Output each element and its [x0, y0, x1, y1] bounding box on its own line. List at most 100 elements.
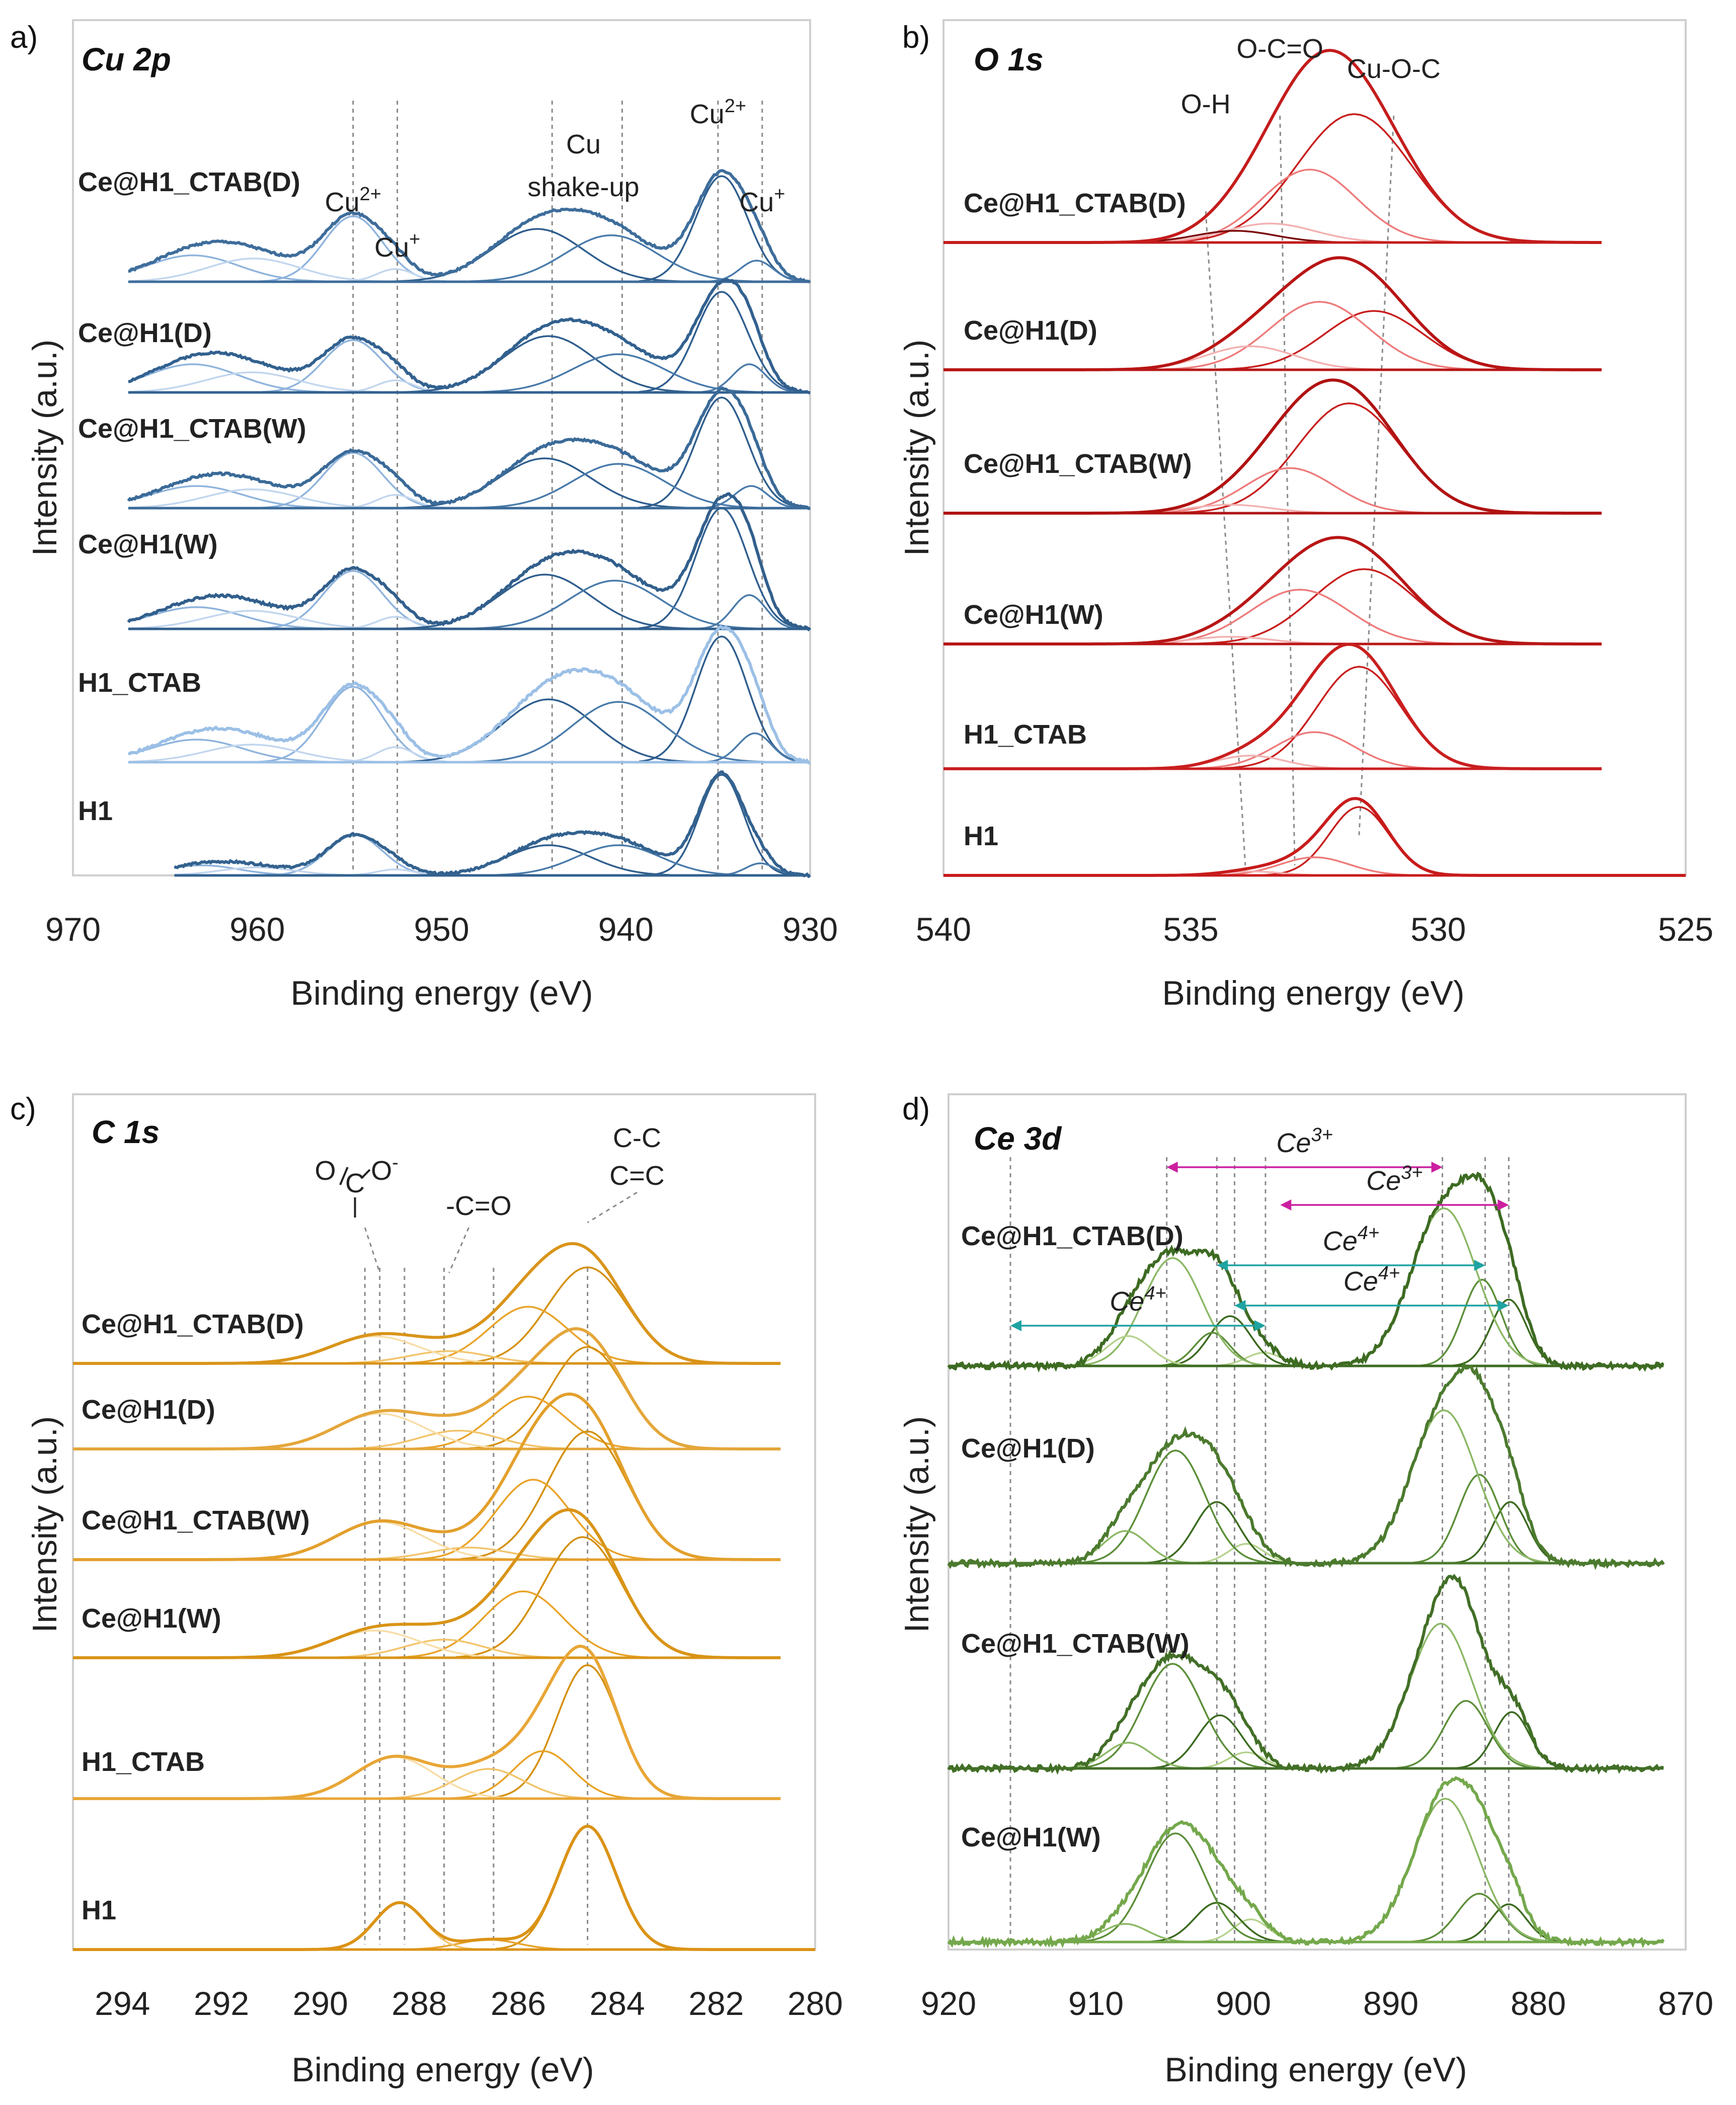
- panel-c-x-label: Binding energy (eV): [291, 2051, 594, 2089]
- panel-d-arrow-head-right-0: [1431, 1162, 1443, 1173]
- panel-a-component-1-0: [639, 291, 805, 393]
- panel-a-series-label-1: Ce@H1(D): [78, 318, 212, 348]
- panel-a-component-1-1: [696, 363, 803, 393]
- panel-d-component-3-5: [1081, 1832, 1270, 1942]
- panel-b-series-line-4: [943, 642, 1602, 770]
- panel-a-component-3-4: [397, 574, 692, 630]
- panel-a-component-4-1: [701, 732, 808, 763]
- panel-b-tick-530: 530: [1410, 911, 1466, 948]
- panel-a-component-1-2: [259, 339, 448, 393]
- panel-b-tick-525: 525: [1658, 911, 1713, 948]
- panel-c-component-2-1: [414, 1479, 652, 1560]
- panel-c-bond-line-1: [361, 1169, 371, 1178]
- panel-b-component-3-0: [1198, 568, 1531, 644]
- panel-c-series-line-0: [73, 1242, 781, 1365]
- panel-a-series-labels: Ce@H1_CTAB(D) Ce@H1(D) Ce@H1_CTAB(W) Ce@H1(…: [78, 167, 306, 826]
- panel-b-series-line-5: [943, 797, 1686, 877]
- panel-a-annotation-4: Cu2+: [690, 96, 746, 129]
- panel-a-component-1-7: [129, 371, 400, 393]
- panel-a-tick-960: 960: [229, 911, 285, 948]
- panel-d-component-2-3: [1190, 1751, 1303, 1769]
- panel-a-series-line-5: [174, 770, 811, 878]
- panel-d-annotations: Ce3+ Ce3+ Ce4+ Ce4+ Ce4+: [1010, 1124, 1509, 1331]
- panel-c-component-3-1: [397, 1590, 650, 1658]
- panel-b-series-label-1: Ce@H1(D): [964, 315, 1097, 346]
- panel-a-annotation-5: Cu+: [739, 184, 785, 217]
- panel-c-leader-1: [448, 1227, 470, 1273]
- panel-d-arrow-head-left-4: [1010, 1320, 1022, 1331]
- panel-c-tick-286: 286: [491, 1985, 546, 2022]
- panel-c-tick-282: 282: [688, 1985, 744, 2022]
- panel-c-component-5-1: [393, 1938, 584, 1951]
- panel-d-series-line-1: [947, 1361, 1665, 1571]
- panel-a-series-line-3: [127, 492, 812, 632]
- panel-a-series-line-0: [128, 169, 811, 284]
- panel-d-arrow-head-left-2: [1217, 1260, 1228, 1271]
- panel-d-arrow-head-right-4: [1254, 1320, 1266, 1331]
- panel-a-component-2-7: [129, 488, 400, 509]
- panel-d-tick-890: 890: [1363, 1985, 1418, 2022]
- panel-c-component-4-1: [448, 1750, 639, 1800]
- panel-c-component-4-2: [377, 1768, 600, 1800]
- panel-b-component-0-0: [1172, 113, 1537, 243]
- panel-d-ce-3d: d) Ce 3d Intensity (a.u.) Binding energy…: [898, 1092, 1713, 2089]
- panel-c-series-line-1: [73, 1327, 781, 1450]
- panel-b-label: b): [902, 20, 930, 55]
- panel-d-component-1-1: [1413, 1474, 1546, 1564]
- panel-d-frame: [948, 1093, 1687, 1951]
- panel-a-annotation-0: Cu2+: [325, 184, 381, 217]
- panel-a-label: a): [10, 20, 38, 55]
- panel-a-component-2-1: [698, 485, 805, 509]
- panel-b-annotations: O-HO-C=O Cu-O-C: [1181, 34, 1441, 119]
- panel-d-component-0-4: [1164, 1315, 1296, 1367]
- panel-b-y-label: Intensity (a.u.): [898, 340, 936, 556]
- panel-c-series-label-5: H1: [82, 1895, 116, 1925]
- panel-a-component-2-2: [259, 452, 448, 509]
- panel-d-component-2-6: [1057, 1742, 1200, 1769]
- panel-a-component-0-4: [389, 228, 685, 283]
- panel-b-x-label: Binding energy (eV): [1162, 974, 1464, 1012]
- panel-c-annotation-4: C-C: [613, 1123, 661, 1153]
- panel-b-series-label-3: Ce@H1(W): [964, 600, 1103, 630]
- panel-d-arrow-head-right-3: [1497, 1300, 1509, 1311]
- panel-c-series-label-3: Ce@H1(W): [82, 1603, 221, 1634]
- panel-c-title: C 1s: [92, 1114, 160, 1150]
- panel-b-curves: [943, 49, 1686, 877]
- panel-b-component-5-1: [1204, 856, 1426, 876]
- panel-a-series-label-4: H1_CTAB: [78, 668, 201, 698]
- panel-c-tick-294: 294: [95, 1985, 150, 2022]
- panel-b-component-5-0: [1264, 806, 1454, 876]
- panel-d-series-line-3: [947, 1776, 1665, 1949]
- panel-b-series-label-0: Ce@H1_CTAB(D): [964, 188, 1186, 218]
- panel-a-component-5-5: [483, 844, 754, 876]
- panel-d-arrow-head-left-3: [1234, 1300, 1246, 1311]
- panel-b-title: O 1s: [974, 41, 1044, 77]
- panel-d-tick-910: 910: [1068, 1985, 1124, 2022]
- panel-d-component-3-1: [1408, 1893, 1550, 1943]
- panel-a-title: Cu 2p: [82, 41, 171, 77]
- panel-a-annotations: Cu2+ Cu+ Cu shake-up Cu2+ Cu+: [325, 96, 785, 263]
- panel-c-annotation-2: O-: [371, 1152, 399, 1186]
- panel-d-arrow-head-left-0: [1166, 1162, 1178, 1173]
- panel-b-tick-540: 540: [916, 911, 971, 948]
- panel-d-x-label: Binding energy (eV): [1164, 2051, 1467, 2089]
- panel-d-component-1-5: [1081, 1449, 1270, 1564]
- panel-b-component-1-0: [1215, 310, 1533, 371]
- panel-a-series-line-1: [128, 278, 811, 394]
- panel-b-component-0-2: [1127, 222, 1413, 244]
- panel-a-annotation-1: Cu+: [374, 229, 420, 263]
- panel-d-component-0-6: [1078, 1257, 1268, 1366]
- panel-d-title: Ce 3d: [974, 1120, 1062, 1157]
- panel-c-leader-2: [587, 1191, 638, 1224]
- panel-c-tick-290: 290: [293, 1985, 348, 2022]
- panel-d-component-2-5: [1078, 1663, 1268, 1769]
- panel-c-component-1-1: [409, 1396, 647, 1450]
- panel-c-series-label-2: Ce@H1_CTAB(W): [82, 1505, 310, 1535]
- panel-a-tick-930: 930: [782, 911, 838, 948]
- panel-a-guides: [352, 101, 763, 870]
- panel-c-leader-0: [364, 1227, 381, 1273]
- panel-c-ticks: 294 292 290 288 286 284 282 280: [95, 1985, 843, 2022]
- panel-a-annotation-3: shake-up: [527, 172, 639, 202]
- panel-a-frame: [72, 19, 811, 876]
- panel-a-series-line-4: [128, 624, 810, 764]
